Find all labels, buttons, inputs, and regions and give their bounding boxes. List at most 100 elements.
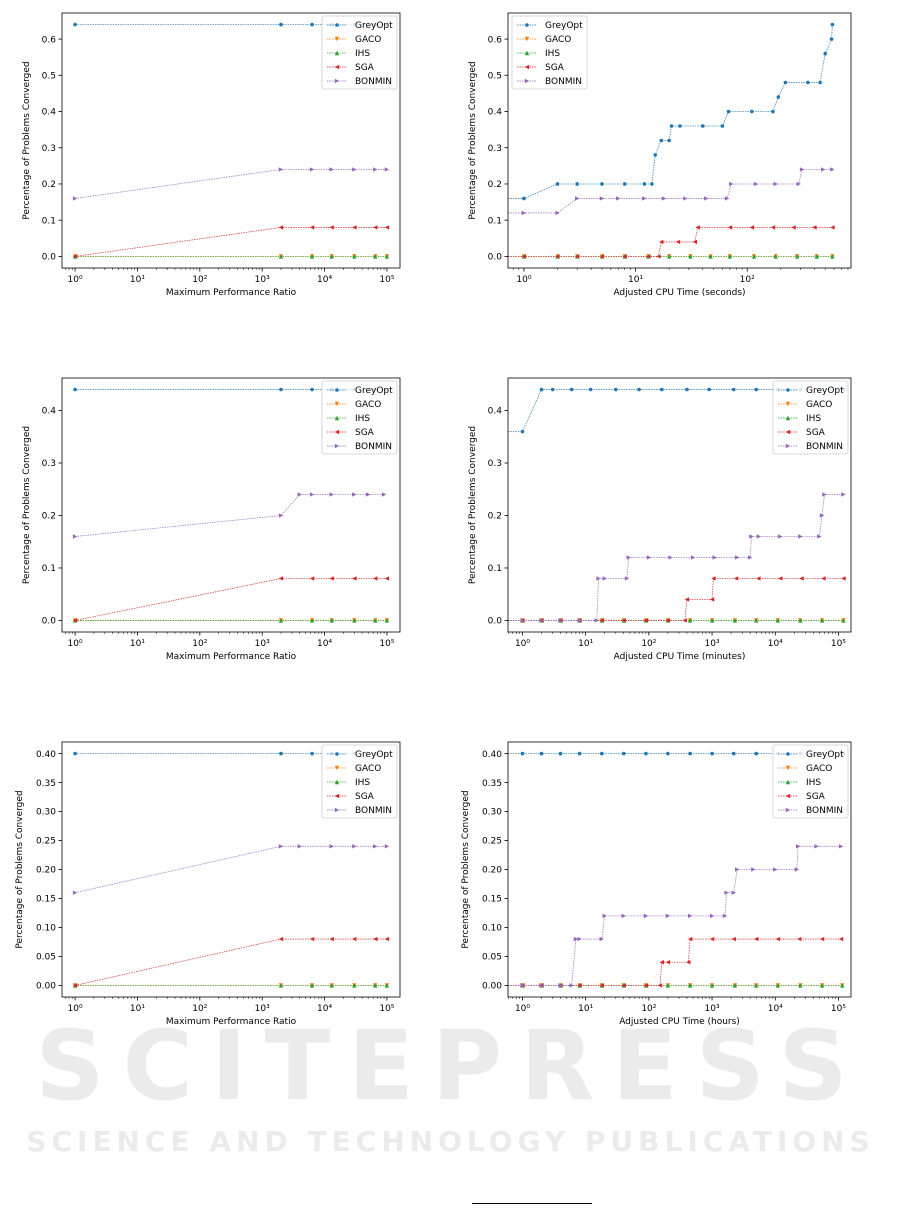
data-point-ihs (373, 254, 378, 259)
data-point-greyopt (707, 387, 711, 392)
data-point-bonmin (520, 983, 525, 988)
data-point-ihs (727, 254, 733, 259)
y-tick-label: 0.40 (36, 750, 56, 760)
data-point-sga (665, 960, 671, 965)
x-tick-label: 10³ (705, 1004, 720, 1014)
data-point-bonmin (729, 181, 734, 187)
y-tick-label: 0.30 (482, 808, 502, 818)
legend-label-bonmin: BONMIN (355, 442, 392, 452)
series-line-sga (75, 578, 387, 621)
data-point-greyopt (550, 387, 555, 392)
y-tick-label: 0.2 (488, 180, 502, 190)
data-point-sga (309, 225, 315, 230)
data-point-greyopt (823, 51, 828, 56)
data-point-bonmin (704, 196, 709, 201)
series-sga (508, 225, 835, 259)
x-tick-label: 10¹ (130, 1004, 145, 1014)
data-point-sga (695, 225, 700, 230)
legend-marker-gaco (334, 765, 340, 771)
chart-2: 10⁰ 10¹ 10² 0.0 0.1 0.2 0.3 0.4 0.5 0.6 Adjusted C… (468, 12, 852, 298)
legend-label-bonmin: BONMIN (355, 77, 392, 87)
data-point-bonmin (709, 913, 715, 919)
y-axis-label: Percentage of Problems Converged (15, 790, 25, 948)
legend-box (511, 15, 588, 90)
data-point-sga (727, 225, 733, 230)
x-axis-label: Adjusted CPU Time (minutes) (614, 652, 746, 662)
data-point-greyopt (622, 182, 627, 186)
data-point-greyopt (731, 751, 736, 756)
data-point-bonmin (747, 555, 753, 560)
series-line-bonmin (75, 169, 387, 199)
data-point-sga (778, 576, 783, 581)
y-tick-label: 0.4 (42, 108, 57, 118)
legend-marker-greyopt (335, 752, 339, 756)
y-axis-label: Percentage of Problems Converged (468, 426, 478, 584)
data-point-sga (329, 225, 334, 230)
data-point-bonmin (384, 844, 390, 849)
data-point-sga (577, 983, 582, 988)
data-point-bonmin (778, 534, 783, 539)
data-point-greyopt (644, 751, 648, 756)
legend-box (321, 15, 398, 90)
x-axis-label: Maximum Performance Ratio (166, 652, 297, 662)
data-point-bonmin (626, 555, 631, 560)
x-tick-label: 10⁰ (515, 1004, 530, 1014)
data-point-sga (819, 936, 825, 942)
data-point-greyopt (279, 22, 283, 27)
data-point-ihs (819, 618, 825, 623)
data-point-ihs (329, 618, 334, 623)
data-point-sga (756, 576, 761, 581)
chart-1: 10⁰ 10¹ 10² 10³ 10⁴ 10⁵ 0.0 0.1 0.2 0.3 0.4 0.5 0.6 M… (22, 12, 401, 298)
data-point-ihs (329, 254, 334, 259)
data-point-greyopt (577, 751, 582, 756)
y-tick-label: 0.0 (42, 617, 57, 627)
data-point-ihs (830, 254, 835, 259)
x-tick-label: 10⁵ (379, 275, 394, 285)
data-point-bonmin (596, 576, 601, 581)
data-point-greyopt (310, 751, 314, 756)
x-tick-label: 10¹ (578, 639, 593, 649)
series-sga (72, 936, 390, 988)
series-bonmin (72, 167, 390, 201)
data-point-greyopt (678, 124, 682, 128)
legend-label-gaco: GACO (545, 35, 571, 45)
data-point-sga (659, 239, 664, 245)
data-point-bonmin (795, 844, 801, 849)
x-tick-label: 10⁴ (317, 275, 332, 285)
legend-marker-ihs (785, 779, 791, 785)
data-point-sga (754, 936, 759, 942)
data-point-ihs (775, 983, 781, 988)
data-point-sga (686, 960, 691, 965)
series-line-bonmin (508, 494, 844, 621)
legend-marker-sga (524, 64, 530, 70)
data-point-greyopt (776, 95, 781, 99)
legend-marker-ihs (334, 50, 340, 56)
y-tick-label: 0.4 (488, 108, 503, 118)
data-point-sga (775, 936, 781, 942)
data-point-bonmin (72, 534, 78, 539)
data-point-ihs (352, 254, 357, 259)
y-tick-label: 0.35 (482, 779, 502, 789)
data-point-bonmin (329, 492, 334, 497)
y-tick-label: 0.5 (488, 72, 502, 82)
legend-marker-greyopt (525, 23, 529, 27)
y-tick-label: 0.0 (488, 253, 503, 263)
watermark-logo-text: SCITEPRESS (35, 1010, 866, 1122)
data-point-bonmin (751, 867, 756, 872)
data-point-bonmin (278, 513, 284, 518)
data-point-bonmin (646, 555, 652, 560)
data-point-greyopt (754, 387, 759, 392)
axes-frame (61, 12, 401, 269)
y-tick-label: 0.1 (42, 564, 56, 574)
data-point-sga (656, 254, 661, 259)
data-point-bonmin (594, 618, 600, 623)
data-point-greyopt (310, 387, 314, 392)
data-point-bonmin (573, 936, 579, 942)
data-point-bonmin (643, 913, 649, 919)
y-tick-label: 0.6 (488, 35, 503, 45)
data-point-greyopt (754, 751, 759, 756)
data-point-bonmin (642, 196, 647, 201)
series-line-sga (508, 578, 844, 621)
data-point-bonmin (297, 844, 302, 849)
data-point-bonmin (687, 913, 693, 919)
